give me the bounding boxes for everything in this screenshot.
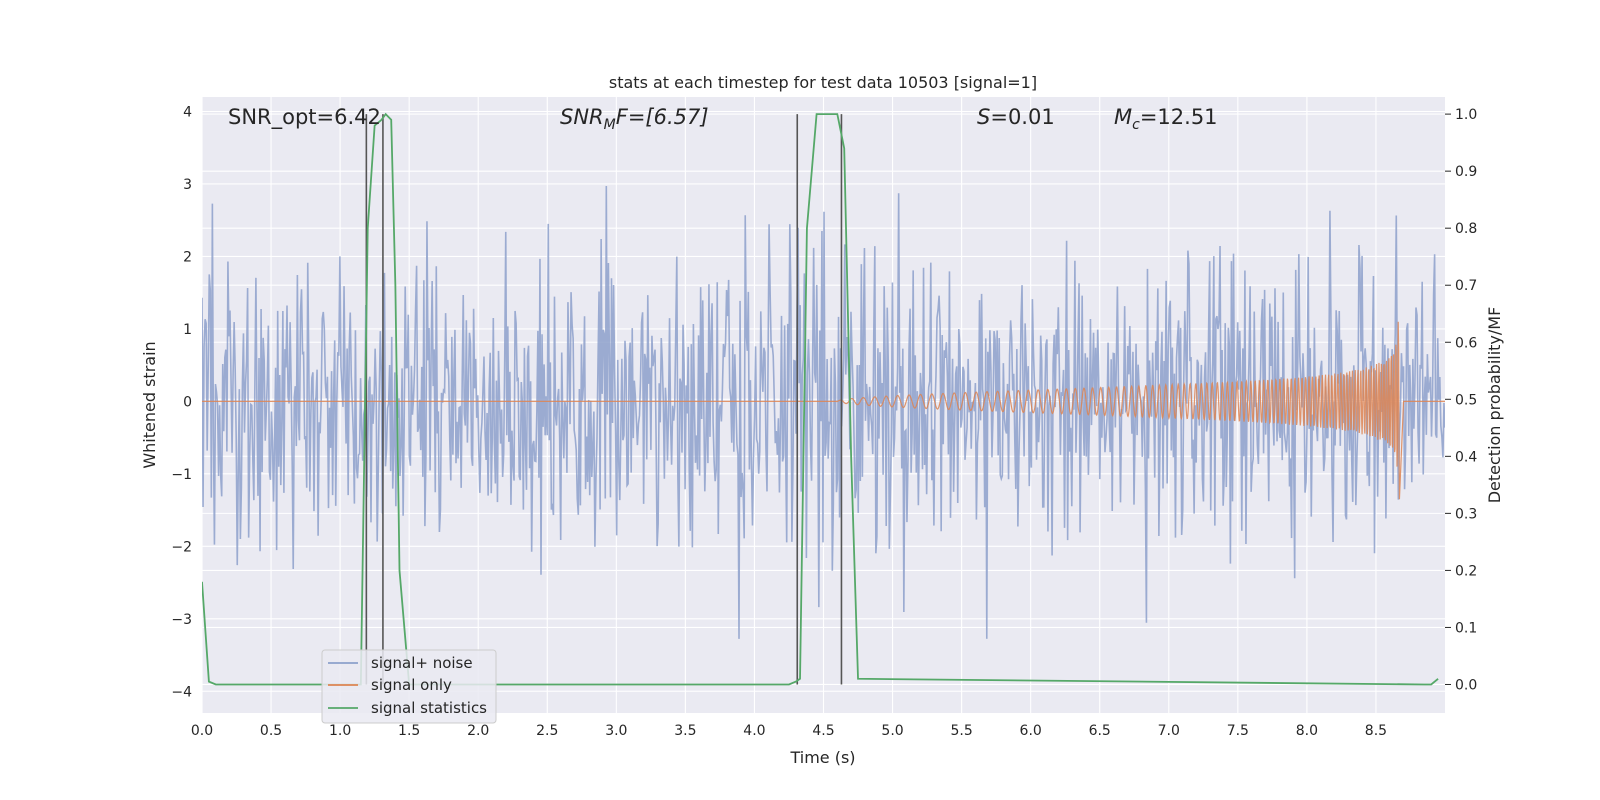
x-tick-label-12: 6.0 <box>1020 723 1042 739</box>
x-tick-label-6: 3.0 <box>605 723 627 739</box>
x-tick-label-0: 0.0 <box>191 723 213 739</box>
x-tick-label-11: 5.5 <box>950 723 972 739</box>
annotation-snr-opt: SNR_opt=6.42 <box>228 105 381 130</box>
x-axis-label: Time (s) <box>789 748 855 767</box>
x-tick-label-17: 8.5 <box>1365 723 1387 739</box>
x-tick-label-5: 2.5 <box>536 723 558 739</box>
y2-tick-label-3: 0.7 <box>1455 278 1477 294</box>
y-axis-ticks: 4 3 2 1 0 −1 −2 −3 −4 <box>171 104 192 700</box>
y-axis-label: Whitened strain <box>140 341 159 468</box>
x-tick-label-4: 2.0 <box>467 723 489 739</box>
line-signal-statistics <box>202 112 1439 686</box>
legend-label-signal-plus-noise: signal+ noise <box>371 654 473 672</box>
series-signal-plus-noise <box>202 186 1445 639</box>
y2-tick-label-6: 0.4 <box>1455 449 1477 465</box>
series-signal-statistics <box>202 112 1439 686</box>
vertical-marker-lines <box>365 114 843 685</box>
chart-title: stats at each timestep for test data 105… <box>609 73 1037 92</box>
annotation-mc-sub: c <box>1132 117 1140 133</box>
annotation-s-main: S <box>977 105 990 129</box>
y2-tick-label-10: 0.0 <box>1455 677 1477 693</box>
y2-tick-label-4: 0.6 <box>1455 335 1477 351</box>
x-tick-label-13: 6.5 <box>1089 723 1111 739</box>
y-tick-label-6: −2 <box>171 539 192 555</box>
y-tick-label-7: −3 <box>171 612 192 628</box>
x-tick-label-14: 7.0 <box>1158 723 1180 739</box>
annotation-snr-mf-main: SNR <box>560 105 604 129</box>
legend: signal+ noise signal only signal statist… <box>321 649 497 724</box>
y2-axis-label: Detection probability/MF <box>1485 307 1504 504</box>
legend-box <box>321 649 497 724</box>
y-tick-label-2: 2 <box>183 249 192 265</box>
y-tick-label-5: −1 <box>171 467 192 483</box>
y-tick-label-8: −4 <box>171 684 192 700</box>
annotation-mc: Mc=12.51 <box>1114 105 1218 133</box>
annotation-s: S=0.01 <box>977 105 1055 129</box>
x-axis-ticks: 0.0 0.5 1.0 1.5 2.0 2.5 3.0 3.5 4.0 4.5 5.0 5.5 6.0 6… <box>191 723 1387 739</box>
y-tick-label-0: 4 <box>183 104 192 120</box>
x-tick-label-10: 5.0 <box>881 723 903 739</box>
annotation-snr-mf-sub: M <box>604 117 616 133</box>
annotation-snr-mf-rest: F=[6.57] <box>616 105 709 129</box>
y2-tick-label-0: 1.0 <box>1455 107 1477 123</box>
y2-tick-label-8: 0.2 <box>1455 563 1477 579</box>
line-signal-plus-noise <box>202 186 1445 639</box>
y2-tick-label-5: 0.5 <box>1455 392 1477 408</box>
y2-tick-label-7: 0.3 <box>1455 506 1477 522</box>
y2-tick-label-1: 0.9 <box>1455 164 1477 180</box>
legend-label-signal-only: signal only <box>371 676 452 694</box>
annotation-s-rest: =0.01 <box>990 105 1054 129</box>
x-tick-label-9: 4.5 <box>812 723 834 739</box>
x-tick-label-8: 4.0 <box>743 723 765 739</box>
x-tick-label-2: 1.0 <box>329 723 351 739</box>
series-signal-only <box>202 321 1445 500</box>
y2-tick-label-2: 0.8 <box>1455 221 1477 237</box>
y2-tick-label-9: 0.1 <box>1455 620 1477 636</box>
y-tick-label-1: 3 <box>183 177 192 193</box>
annotation-snr-mf: SNRMF=[6.57] <box>560 105 709 133</box>
x-tick-label-3: 1.5 <box>398 723 420 739</box>
y-tick-label-4: 0 <box>183 394 192 410</box>
line-signal-only <box>202 321 1445 500</box>
annotation-mc-rest: =12.51 <box>1140 105 1218 129</box>
x-tick-label-1: 0.5 <box>260 723 282 739</box>
x-tick-label-16: 8.0 <box>1296 723 1318 739</box>
y-tick-label-3: 1 <box>183 322 192 338</box>
x-tick-label-15: 7.5 <box>1227 723 1249 739</box>
x-tick-label-7: 3.5 <box>674 723 696 739</box>
y2-axis-ticks: 1.0 0.9 0.8 0.7 0.6 0.5 0.4 0.3 0.2 0.1 0.0 <box>1445 107 1477 693</box>
legend-label-signal-statistics: signal statistics <box>371 699 487 717</box>
annotation-mc-main: M <box>1114 105 1132 129</box>
